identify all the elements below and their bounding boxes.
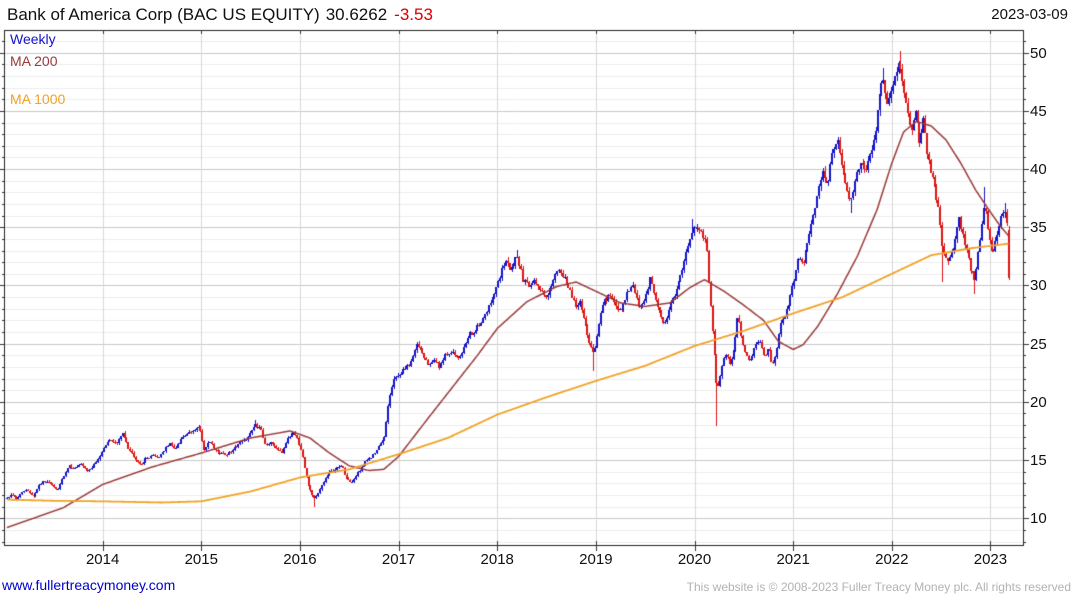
x-axis-label: 2021 [776,551,810,568]
y-axis-label: 10 [1030,510,1047,528]
y-axis-label: 30 [1030,277,1047,295]
y-axis-label: 35 [1030,219,1047,237]
x-axis-label: 2023 [973,551,1008,568]
y-axis-label: 20 [1030,393,1047,411]
x-axis-label: 2019 [579,551,613,568]
x-axis-label: 2015 [184,551,218,568]
legend-weekly[interactable]: Weekly [10,31,56,47]
x-axis-label: 2014 [85,551,120,568]
y-axis-label: 50 [1030,44,1047,62]
x-axis-label: 2018 [480,551,514,568]
y-axis-label: 40 [1030,161,1047,179]
footer-copyright: This website is © 2008-2023 Fuller Treac… [686,580,1071,594]
y-axis-label: 15 [1030,452,1047,470]
x-axis-label: 2017 [381,551,416,568]
footer-website-link[interactable]: www.fullertreacymoney.com [2,577,176,593]
y-axis-label: 45 [1030,102,1047,120]
x-axis-label: 2022 [875,551,909,568]
x-axis-label: 2020 [677,551,712,568]
legend-ma-1000[interactable]: MA 1000 [10,91,66,107]
y-axis-label: 25 [1030,335,1047,353]
legend-ma-200[interactable]: MA 200 [10,53,58,69]
x-axis-label: 2016 [283,551,317,568]
